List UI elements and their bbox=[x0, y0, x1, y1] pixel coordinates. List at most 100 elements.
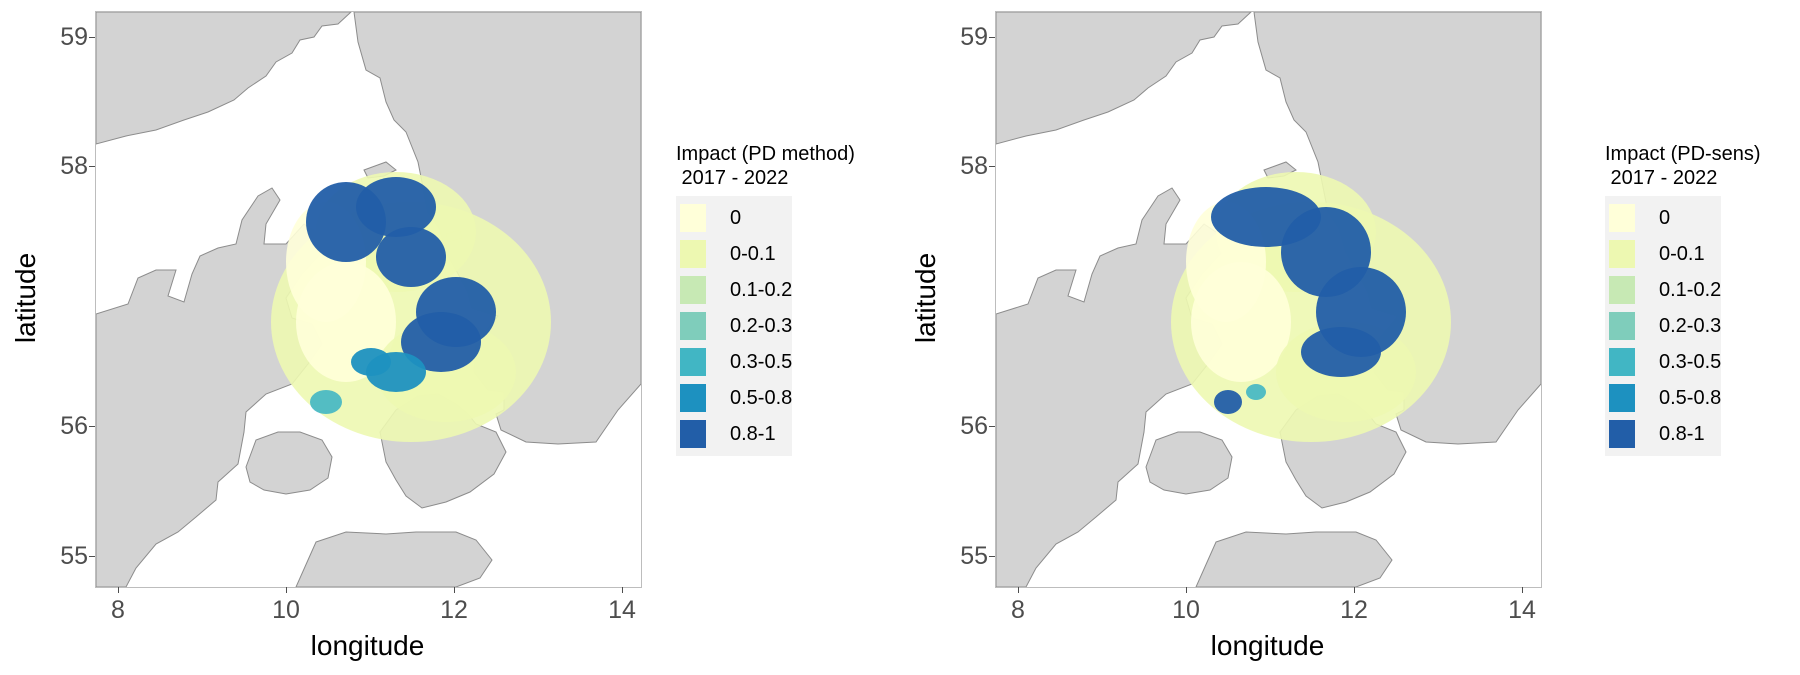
y-tick-label: 59 bbox=[960, 23, 988, 51]
x-tick-mark bbox=[286, 587, 287, 593]
legend-swatch bbox=[680, 204, 706, 232]
legend-item: 0.3-0.5 bbox=[676, 344, 792, 380]
map-panel-left: 59 58 56 55 8 10 12 14 longitude latitud… bbox=[10, 11, 855, 661]
x-tick-label: 8 bbox=[1011, 596, 1025, 624]
norway-land bbox=[996, 12, 1252, 145]
impact-cell bbox=[1246, 384, 1266, 400]
impact-cell bbox=[401, 312, 481, 372]
impact-cell bbox=[351, 348, 391, 376]
legend-item: 0-0.1 bbox=[1605, 236, 1721, 272]
lolland-land bbox=[295, 531, 493, 587]
y-tick-label: 55 bbox=[60, 542, 88, 570]
y-tick-mark bbox=[989, 166, 995, 167]
legend-item: 0.1-0.2 bbox=[676, 272, 792, 308]
legend-swatch bbox=[1609, 312, 1635, 340]
x-tick-mark bbox=[1018, 587, 1019, 593]
legend-title: Impact (PD-sens) 2017 - 2022 bbox=[1605, 143, 1761, 189]
y-axis-label: latitude bbox=[910, 252, 941, 344]
legend-swatch bbox=[680, 384, 706, 412]
legend-item: 0.1-0.2 bbox=[1605, 272, 1721, 308]
impact-cell bbox=[376, 227, 446, 287]
legend: Impact (PD-sens) 2017 - 2022 0 0-0.1 0.1… bbox=[1605, 142, 1761, 456]
x-tick-mark bbox=[1522, 587, 1523, 593]
legend-label: 0.8-1 bbox=[730, 422, 776, 445]
legend-label: 0.5-0.8 bbox=[730, 386, 793, 409]
map-frame bbox=[995, 11, 1542, 588]
y-tick-mark bbox=[989, 37, 995, 38]
legend-item: 0.5-0.8 bbox=[1605, 380, 1721, 416]
legend-label: 0-0.1 bbox=[730, 242, 776, 265]
legend-swatch bbox=[680, 276, 706, 304]
funen-land bbox=[1145, 431, 1233, 495]
y-tick-mark bbox=[89, 426, 95, 427]
impact-cell bbox=[356, 177, 436, 237]
y-tick-label: 58 bbox=[60, 152, 88, 180]
norway-land bbox=[96, 12, 352, 145]
impact-cell bbox=[1214, 390, 1242, 414]
legend-label: 0.1-0.2 bbox=[730, 278, 793, 301]
legend-swatch bbox=[680, 240, 706, 268]
y-tick-mark bbox=[89, 556, 95, 557]
legend-item: 0.5-0.8 bbox=[676, 380, 792, 416]
land-layer bbox=[996, 12, 1541, 587]
impact-layer bbox=[271, 172, 551, 442]
x-tick-label: 12 bbox=[440, 596, 468, 624]
impact-cell bbox=[310, 390, 342, 414]
legend-item: 0.8-1 bbox=[1605, 416, 1721, 452]
x-axis-label: longitude bbox=[310, 630, 425, 661]
map-svg bbox=[996, 12, 1541, 587]
legend-swatch bbox=[1609, 204, 1635, 232]
x-tick-mark bbox=[1354, 587, 1355, 593]
y-tick-mark bbox=[989, 556, 995, 557]
legend-swatch bbox=[1609, 348, 1635, 376]
y-tick-label: 56 bbox=[960, 412, 988, 440]
legend-swatch bbox=[680, 312, 706, 340]
lolland-land bbox=[1195, 531, 1393, 587]
legend-swatch bbox=[1609, 276, 1635, 304]
y-axis-label: latitude bbox=[10, 252, 41, 344]
legend-item: 0 bbox=[1605, 200, 1721, 236]
legend: Impact (PD method) 2017 - 2022 0 0-0.1 0… bbox=[676, 142, 855, 456]
map-panel-right: 59 58 56 55 8 10 12 14 longitude latitud… bbox=[900, 0, 1800, 675]
x-tick-mark bbox=[454, 587, 455, 593]
y-tick-mark bbox=[89, 37, 95, 38]
x-tick-label: 8 bbox=[111, 596, 125, 624]
y-tick-label: 59 bbox=[60, 23, 88, 51]
legend-label: 0.3-0.5 bbox=[730, 350, 793, 373]
legend-swatch bbox=[1609, 240, 1635, 268]
legend-item: 0.2-0.3 bbox=[676, 308, 792, 344]
x-tick-mark bbox=[622, 587, 623, 593]
x-tick-label: 10 bbox=[272, 596, 300, 624]
legend-label: 0-0.1 bbox=[1659, 242, 1705, 265]
legend-label: 0.2-0.3 bbox=[730, 314, 793, 337]
legend-keys: 0 0-0.1 0.1-0.2 0.2-0.3 0.3-0.5 0.5-0.8 … bbox=[676, 196, 793, 456]
legend-swatch bbox=[680, 348, 706, 376]
impact-layer bbox=[1171, 172, 1451, 442]
legend-item: 0 bbox=[676, 200, 792, 236]
map-frame bbox=[95, 11, 642, 588]
y-tick-label: 55 bbox=[960, 542, 988, 570]
legend-item: 0.2-0.3 bbox=[1605, 308, 1721, 344]
x-tick-label: 14 bbox=[608, 596, 636, 624]
y-tick-label: 58 bbox=[960, 152, 988, 180]
legend-item: 0-0.1 bbox=[676, 236, 792, 272]
legend-label: 0.5-0.8 bbox=[1659, 386, 1722, 409]
funen-land bbox=[245, 431, 333, 495]
legend-label: 0.8-1 bbox=[1659, 422, 1705, 445]
map-svg bbox=[96, 12, 641, 587]
legend-label: 0 bbox=[730, 206, 742, 229]
x-tick-label: 14 bbox=[1508, 596, 1536, 624]
y-tick-label: 56 bbox=[60, 412, 88, 440]
x-tick-label: 12 bbox=[1340, 596, 1368, 624]
legend-swatch bbox=[1609, 384, 1635, 412]
legend-title: Impact (PD method) 2017 - 2022 bbox=[676, 143, 855, 189]
legend-item: 0.8-1 bbox=[676, 416, 792, 452]
legend-item: 0.3-0.5 bbox=[1605, 344, 1721, 380]
x-tick-mark bbox=[1186, 587, 1187, 593]
legend-label: 0.2-0.3 bbox=[1659, 314, 1722, 337]
y-tick-mark bbox=[989, 426, 995, 427]
impact-cell bbox=[1301, 327, 1381, 377]
x-axis-label: longitude bbox=[1210, 630, 1325, 661]
y-tick-mark bbox=[89, 166, 95, 167]
legend-swatch bbox=[680, 420, 706, 448]
